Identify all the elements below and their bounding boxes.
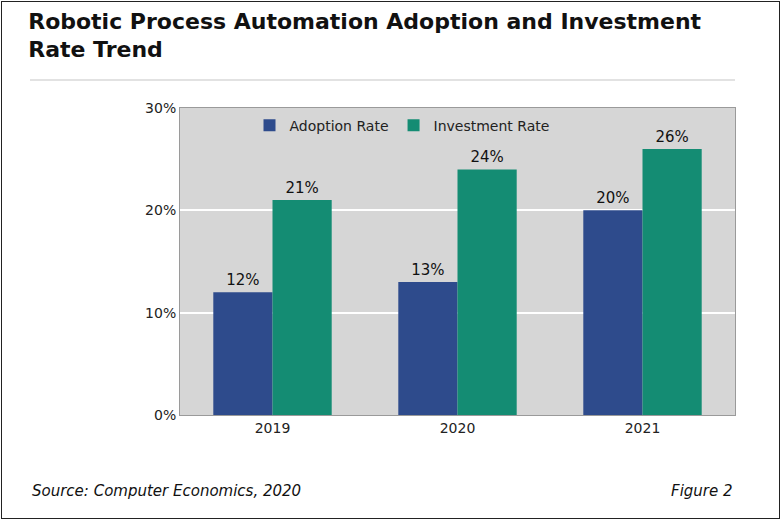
- svg-text:30%: 30%: [145, 100, 176, 116]
- svg-text:10%: 10%: [145, 305, 176, 321]
- svg-text:20%: 20%: [596, 189, 629, 207]
- svg-text:20%: 20%: [145, 202, 176, 218]
- svg-text:Figure 2: Figure 2: [671, 482, 733, 500]
- svg-text:2019: 2019: [255, 420, 291, 436]
- svg-text:26%: 26%: [655, 128, 688, 146]
- svg-text:0%: 0%: [154, 407, 176, 423]
- svg-text:21%: 21%: [285, 179, 318, 197]
- svg-text:Source: Computer Economics, 20: Source: Computer Economics, 2020: [32, 482, 301, 500]
- svg-text:Adoption Rate: Adoption Rate: [290, 118, 389, 134]
- svg-text:13%: 13%: [411, 261, 444, 279]
- svg-text:12%: 12%: [226, 271, 259, 289]
- svg-text:Robotic Process Automation Ado: Robotic Process Automation Adoption and …: [28, 9, 701, 63]
- svg-text:Investment Rate: Investment Rate: [434, 118, 550, 134]
- svg-text:2020: 2020: [440, 420, 476, 436]
- svg-text:2021: 2021: [625, 420, 661, 436]
- svg-text:24%: 24%: [470, 148, 503, 166]
